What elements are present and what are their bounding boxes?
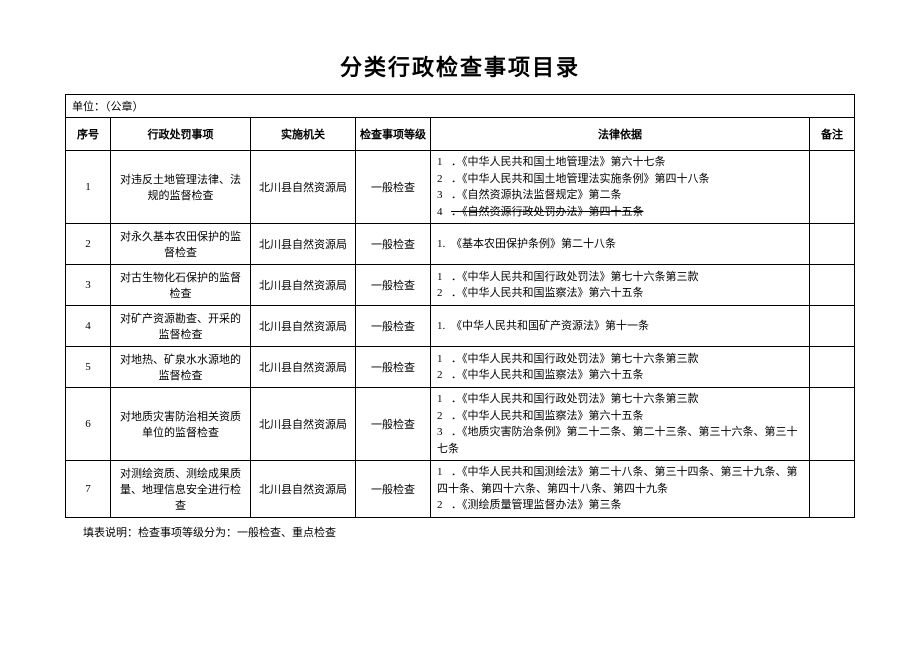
table-row: 7对测绘资质、测绘成果质量、地理信息安全进行检查北川县自然资源局一般检查1．《中… (66, 461, 855, 518)
basis-line: 2．《中华人民共和国监察法》第六十五条 (437, 285, 803, 302)
col-header-item: 行政处罚事项 (111, 118, 251, 151)
cell-basis: 1．《中华人民共和国行政处罚法》第七十六条第三款2．《中华人民共和国监察法》第六… (431, 347, 810, 388)
col-header-basis: 法律依据 (431, 118, 810, 151)
cell-remark (810, 265, 855, 306)
footer-note: 填表说明：检查事项等级分为：一般检查、重点检查 (65, 524, 855, 540)
cell-seq: 1 (66, 151, 111, 224)
cell-remark (810, 347, 855, 388)
cell-level: 一般检查 (356, 388, 431, 461)
cell-item: 对永久基本农田保护的监督检查 (111, 224, 251, 265)
page-title: 分类行政检查事项目录 (65, 50, 855, 82)
basis-line: 1.《基本农田保护条例》第二十八条 (437, 236, 803, 253)
cell-item: 对地质灾害防治相关资质单位的监督检查 (111, 388, 251, 461)
cell-seq: 6 (66, 388, 111, 461)
basis-line: 1．《中华人民共和国行政处罚法》第七十六条第三款 (437, 269, 803, 286)
cell-basis: 1.《基本农田保护条例》第二十八条 (431, 224, 810, 265)
cell-seq: 3 (66, 265, 111, 306)
basis-line: 1．《中华人民共和国测绘法》第二十八条、第三十四条、第三十九条、第四十条、第四十… (437, 464, 803, 497)
cell-agency: 北川县自然资源局 (251, 306, 356, 347)
cell-basis: 1．《中华人民共和国测绘法》第二十八条、第三十四条、第三十九条、第四十条、第四十… (431, 461, 810, 518)
table-row: 3对古生物化石保护的监督检查北川县自然资源局一般检查1．《中华人民共和国行政处罚… (66, 265, 855, 306)
cell-level: 一般检查 (356, 306, 431, 347)
cell-seq: 5 (66, 347, 111, 388)
cell-level: 一般检查 (356, 461, 431, 518)
basis-line: 2．《中华人民共和国土地管理法实施条例》第四十八条 (437, 171, 803, 188)
cell-level: 一般检查 (356, 265, 431, 306)
cell-level: 一般检查 (356, 347, 431, 388)
inspection-table: 单位：（公章） 序号 行政处罚事项 实施机关 检查事项等级 法律依据 备注 1对… (65, 94, 855, 518)
table-row: 6对地质灾害防治相关资质单位的监督检查北川县自然资源局一般检查1．《中华人民共和… (66, 388, 855, 461)
cell-agency: 北川县自然资源局 (251, 224, 356, 265)
basis-line: 1．《中华人民共和国土地管理法》第六十七条 (437, 154, 803, 171)
table-row: 5对地热、矿泉水水源地的监督检查北川县自然资源局一般检查1．《中华人民共和国行政… (66, 347, 855, 388)
cell-item: 对违反土地管理法律、法规的监督检查 (111, 151, 251, 224)
table-row: 2对永久基本农田保护的监督检查北川县自然资源局一般检查 1.《基本农田保护条例》第… (66, 224, 855, 265)
basis-line: 2．《测绘质量管理监督办法》第三条 (437, 497, 803, 514)
col-header-agency: 实施机关 (251, 118, 356, 151)
cell-basis: 1．《中华人民共和国土地管理法》第六十七条2．《中华人民共和国土地管理法实施条例… (431, 151, 810, 224)
cell-item: 对古生物化石保护的监督检查 (111, 265, 251, 306)
cell-remark (810, 306, 855, 347)
cell-item: 对矿产资源勘查、开采的监督检查 (111, 306, 251, 347)
cell-level: 一般检查 (356, 151, 431, 224)
col-header-seq: 序号 (66, 118, 111, 151)
cell-agency: 北川县自然资源局 (251, 151, 356, 224)
cell-level: 一般检查 (356, 224, 431, 265)
cell-item: 对地热、矿泉水水源地的监督检查 (111, 347, 251, 388)
cell-basis: 1．《中华人民共和国行政处罚法》第七十六条第三款2．《中华人民共和国监察法》第六… (431, 388, 810, 461)
cell-agency: 北川县自然资源局 (251, 347, 356, 388)
basis-line: 2．《中华人民共和国监察法》第六十五条 (437, 367, 803, 384)
cell-seq: 7 (66, 461, 111, 518)
cell-remark (810, 461, 855, 518)
unit-row: 单位：（公章） (66, 95, 855, 118)
cell-seq: 2 (66, 224, 111, 265)
basis-line: 4．《自然资源行政处罚办法》第四十五条 (437, 204, 803, 221)
cell-basis: 1.《中华人民共和国矿产资源法》第十一条 (431, 306, 810, 347)
cell-basis: 1．《中华人民共和国行政处罚法》第七十六条第三款2．《中华人民共和国监察法》第六… (431, 265, 810, 306)
cell-remark (810, 224, 855, 265)
header-row: 序号 行政处罚事项 实施机关 检查事项等级 法律依据 备注 (66, 118, 855, 151)
basis-line: 3．《自然资源执法监督规定》第二条 (437, 187, 803, 204)
cell-seq: 4 (66, 306, 111, 347)
cell-remark (810, 151, 855, 224)
cell-agency: 北川县自然资源局 (251, 388, 356, 461)
basis-line: 1．《中华人民共和国行政处罚法》第七十六条第三款 (437, 391, 803, 408)
cell-remark (810, 388, 855, 461)
cell-agency: 北川县自然资源局 (251, 265, 356, 306)
basis-line: 3．《地质灾害防治条例》第二十二条、第二十三条、第三十六条、第三十七条 (437, 424, 803, 457)
unit-label: 单位：（公章） (66, 95, 855, 118)
cell-agency: 北川县自然资源局 (251, 461, 356, 518)
basis-line: 1．《中华人民共和国行政处罚法》第七十六条第三款 (437, 351, 803, 368)
col-header-level: 检查事项等级 (356, 118, 431, 151)
basis-line: 1.《中华人民共和国矿产资源法》第十一条 (437, 318, 803, 335)
table-row: 4对矿产资源勘查、开采的监督检查北川县自然资源局一般检查 1.《中华人民共和国矿产… (66, 306, 855, 347)
basis-line: 2．《中华人民共和国监察法》第六十五条 (437, 408, 803, 425)
cell-item: 对测绘资质、测绘成果质量、地理信息安全进行检查 (111, 461, 251, 518)
table-row: 1对违反土地管理法律、法规的监督检查北川县自然资源局一般检查1．《中华人民共和国… (66, 151, 855, 224)
col-header-remark: 备注 (810, 118, 855, 151)
